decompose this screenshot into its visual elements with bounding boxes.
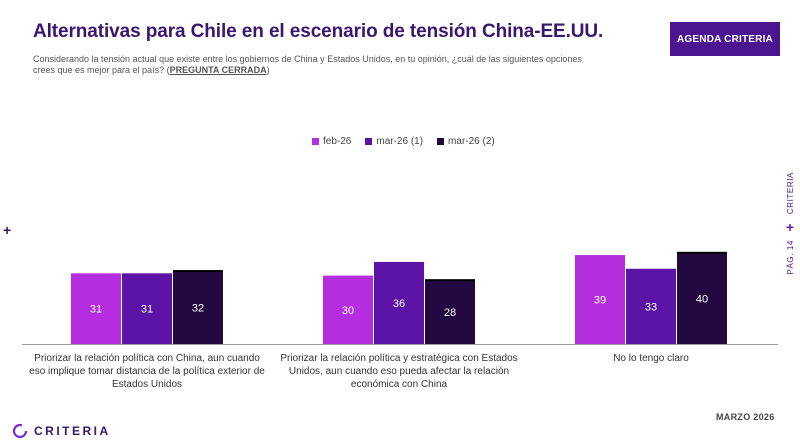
side-bar: CRITERIA + PÁG. 14 [783, 172, 797, 292]
legend-item-mar2: mar-26 (2) [437, 136, 495, 147]
subtitle-text: Considerando la tensión actual que exist… [33, 54, 582, 75]
bar-mar2-cat2 [425, 280, 475, 344]
bar-value-label-mar2-cat1: 32 [192, 303, 204, 315]
criteria-logo-text: CRITERIA [34, 424, 111, 438]
footer-date: MARZO 2026 [716, 412, 775, 422]
agenda-criteria-badge[interactable]: AGENDA CRITERIA [670, 22, 780, 56]
bar-top-edge-cat1 [173, 270, 223, 273]
bar-value-label-feb-cat1: 31 [90, 304, 102, 316]
plus-icon-right: + [785, 219, 795, 236]
legend-swatch-feb [312, 138, 319, 145]
bar-feb-cat2 [323, 275, 373, 344]
chart-legend: feb-26 mar-26 (1) mar-26 (2) [312, 136, 495, 147]
category-label-eeuu: Priorizar la relación política y estraté… [280, 353, 518, 390]
bar-top-edge-cat3 [677, 251, 727, 254]
bar-value-label-mar1-cat2: 36 [393, 298, 405, 310]
legend-item-feb: feb-26 [312, 136, 351, 147]
bar-value-label-mar1-cat3: 33 [645, 301, 657, 313]
legend-item-mar1: mar-26 (1) [365, 136, 423, 147]
bar-mar1-cat3 [626, 268, 676, 344]
legend-swatch-mar2 [437, 138, 445, 145]
legend-swatch-mar1 [365, 138, 373, 145]
bar-feb-cat1 [71, 273, 121, 344]
legend-label-mar1: mar-26 (1) [376, 136, 424, 147]
category-label-china: Priorizar la relación política con China… [29, 353, 265, 390]
subtitle-end: ) [266, 65, 270, 75]
bar-mar1-cat2 [374, 261, 424, 344]
plus-icon-left: + [3, 222, 12, 238]
bar-value-label-feb-cat2: 30 [342, 305, 354, 317]
legend-label-mar2: mar-26 (2) [448, 136, 495, 147]
bar-value-label-mar1-cat1: 31 [141, 304, 153, 316]
bar-mar1-cat1 [122, 273, 172, 344]
bar-feb-cat3 [575, 255, 625, 344]
subtitle-tag: PREGUNTA CERRADA [169, 65, 267, 75]
page-subtitle: Considerando la tensión actual que exist… [33, 54, 593, 76]
legend-label-feb: feb-26 [323, 136, 352, 147]
bar-mar2-cat3 [677, 252, 727, 344]
category-label-no-claro: No lo tengo claro [613, 353, 689, 364]
bar-mar2-cat1 [173, 271, 223, 344]
bar-top-edge-cat2 [425, 279, 475, 282]
criteria-logo: CRITERIA [12, 423, 111, 439]
bar-value-label-mar2-cat3: 40 [696, 293, 708, 305]
bar-value-label-feb-cat3: 39 [594, 295, 606, 307]
bar-value-label-mar2-cat2: 28 [444, 307, 456, 319]
page-title: Alternativas para Chile en el escenario … [33, 21, 604, 42]
criteria-logo-icon [12, 423, 28, 439]
